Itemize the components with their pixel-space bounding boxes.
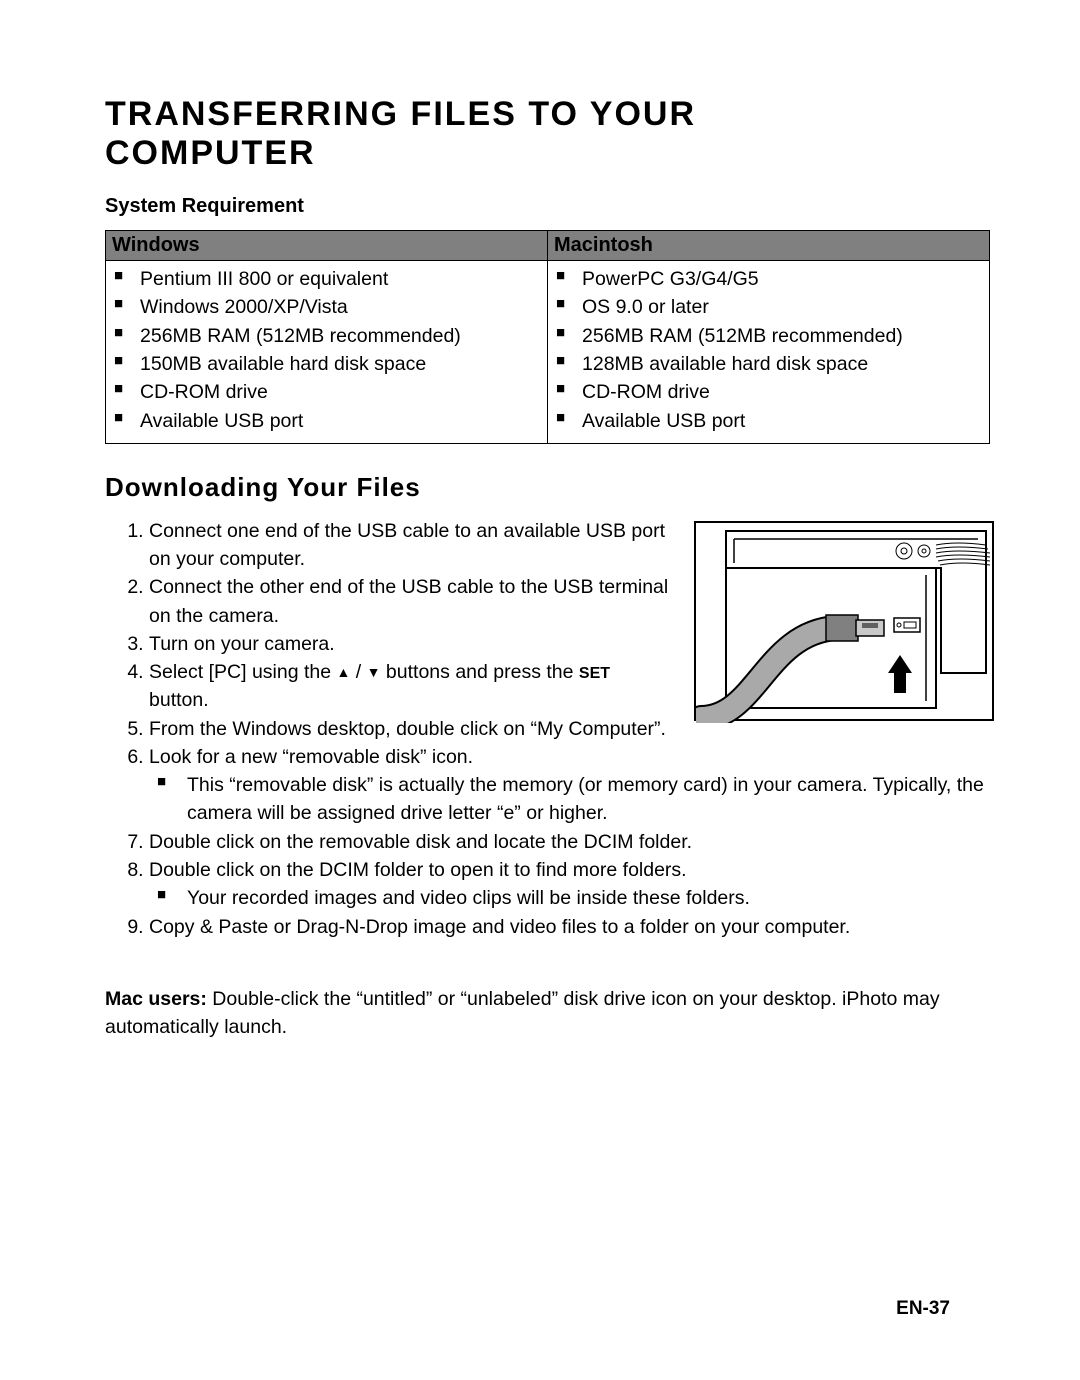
table-cell-mac: PowerPC G3/G4/G5 OS 9.0 or later 256MB R… (548, 261, 990, 444)
mac-note-bold: Mac users: (105, 988, 207, 1010)
list-item: Available USB port (554, 407, 983, 435)
mac-note-text: Double-click the “untitled” or “unlabele… (105, 988, 940, 1038)
list-item: 256MB RAM (512MB recommended) (112, 322, 541, 350)
mac-req-list: PowerPC G3/G4/G5 OS 9.0 or later 256MB R… (554, 265, 983, 435)
list-item: Pentium III 800 or equivalent (112, 265, 541, 293)
step-9: Copy & Paste or Drag-N-Drop image and vi… (149, 913, 990, 941)
list-item: OS 9.0 or later (554, 293, 983, 321)
system-requirement-label: System Requirement (105, 195, 990, 218)
list-item: Available USB port (112, 407, 541, 435)
system-requirement-table: Windows Macintosh Pentium III 800 or equ… (105, 230, 990, 444)
step-8: Double click on the DCIM folder to open … (149, 856, 990, 913)
usb-illustration (694, 521, 994, 721)
step-8-sub: Your recorded images and video clips wil… (149, 884, 990, 912)
list-item: Windows 2000/XP/Vista (112, 293, 541, 321)
set-button-label: SET (579, 665, 610, 682)
list-item: PowerPC G3/G4/G5 (554, 265, 983, 293)
list-item: 256MB RAM (512MB recommended) (554, 322, 983, 350)
table-cell-windows: Pentium III 800 or equivalent Windows 20… (106, 261, 548, 444)
up-triangle-icon: ▲ (337, 664, 351, 680)
list-item: CD-ROM drive (554, 378, 983, 406)
page-title: TRANSFERRING FILES TO YOUR COMPUTER (105, 95, 990, 173)
slash: / (350, 661, 366, 683)
step-6-sub-item: This “removable disk” is actually the me… (151, 771, 990, 828)
list-item: 128MB available hard disk space (554, 350, 983, 378)
step-4-text-c: button. (149, 689, 209, 711)
step-8-sub-item: Your recorded images and video clips wil… (151, 884, 990, 912)
page-number: EN-37 (896, 1298, 950, 1320)
step-4-text-a: Select [PC] using the (149, 661, 337, 683)
list-item: CD-ROM drive (112, 378, 541, 406)
step-6: Look for a new “removable disk” icon. Th… (149, 743, 990, 828)
table-header-windows: Windows (106, 231, 548, 261)
downloading-heading: Downloading Your Files (105, 472, 990, 503)
step-8-text: Double click on the DCIM folder to open … (149, 859, 687, 881)
download-section: Connect one end of the USB cable to an a… (105, 517, 990, 1042)
title-line-2: COMPUTER (105, 134, 316, 172)
step-6-text: Look for a new “removable disk” icon. (149, 746, 473, 768)
table-header-mac: Macintosh (548, 231, 990, 261)
step-7: Double click on the removable disk and l… (149, 828, 990, 856)
down-triangle-icon: ▼ (367, 664, 381, 680)
mac-note: Mac users: Double-click the “untitled” o… (105, 985, 990, 1042)
list-item: 150MB available hard disk space (112, 350, 541, 378)
windows-req-list: Pentium III 800 or equivalent Windows 20… (112, 265, 541, 435)
step-4-text-b: buttons and press the (381, 661, 579, 683)
title-line-1: TRANSFERRING FILES TO YOUR (105, 95, 696, 133)
step-6-sub: This “removable disk” is actually the me… (149, 771, 990, 828)
